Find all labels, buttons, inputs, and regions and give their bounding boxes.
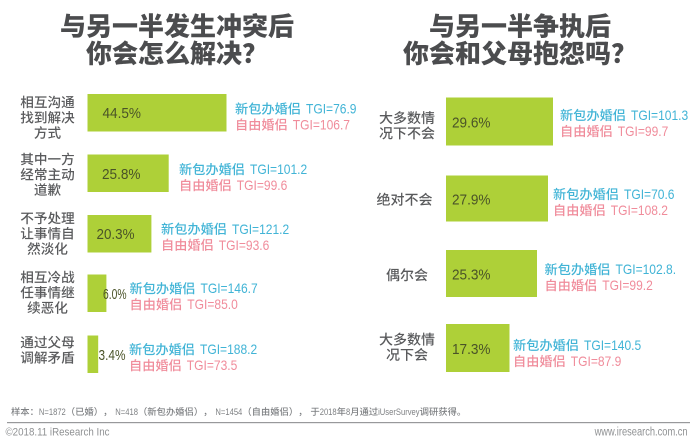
svg-text:TGI=70.6: TGI=70.6 — [624, 186, 675, 202]
svg-text:17.3%: 17.3% — [452, 342, 491, 358]
svg-text:29.6%: 29.6% — [452, 116, 491, 132]
svg-text:8: 8 — [346, 407, 350, 417]
svg-text:6.0%: 6.0% — [103, 287, 127, 303]
svg-text:TGI=101.2: TGI=101.2 — [250, 161, 307, 177]
svg-text:TGI=73.5: TGI=73.5 — [187, 357, 238, 373]
svg-text:2018: 2018 — [320, 407, 337, 417]
svg-text:TGI=146.7: TGI=146.7 — [201, 280, 258, 296]
svg-text:TGI=121.2: TGI=121.2 — [232, 221, 289, 237]
svg-text:TGI=87.9: TGI=87.9 — [571, 353, 622, 369]
svg-text:TGI=188.2: TGI=188.2 — [200, 341, 257, 357]
svg-text:iUserSurvey: iUserSurvey — [378, 407, 420, 417]
svg-text:TGI=108.2: TGI=108.2 — [611, 202, 668, 218]
svg-text:TGI=101.3: TGI=101.3 — [631, 107, 688, 123]
svg-text:TGI=140.5: TGI=140.5 — [584, 337, 641, 353]
svg-text:www.iresearch.com.cn: www.iresearch.com.cn — [594, 427, 688, 439]
svg-text:N=1454: N=1454 — [215, 407, 242, 417]
svg-text:TGI=106.7: TGI=106.7 — [293, 117, 350, 133]
svg-text:25.8%: 25.8% — [102, 167, 141, 183]
svg-text:TGI=99.2: TGI=99.2 — [602, 277, 653, 293]
svg-text:TGI=99.6: TGI=99.6 — [237, 177, 288, 193]
svg-text:TGI=85.0: TGI=85.0 — [187, 296, 238, 312]
svg-text:N=1872: N=1872 — [39, 407, 66, 417]
svg-text:N=418: N=418 — [115, 407, 138, 417]
svg-text:44.5%: 44.5% — [103, 106, 142, 122]
svg-text:25.3%: 25.3% — [452, 268, 491, 284]
svg-text:TGI=99.7: TGI=99.7 — [618, 123, 669, 139]
svg-text:©2018.11 iResearch Inc: ©2018.11 iResearch Inc — [6, 427, 110, 439]
svg-text:TGI=102.8.: TGI=102.8. — [616, 261, 677, 277]
svg-text:TGI=76.9: TGI=76.9 — [306, 101, 357, 117]
svg-text:27.9%: 27.9% — [452, 193, 491, 209]
svg-text:20.3%: 20.3% — [97, 227, 135, 243]
svg-text:TGI=93.6: TGI=93.6 — [219, 237, 270, 253]
svg-text:3.4%: 3.4% — [99, 348, 126, 364]
